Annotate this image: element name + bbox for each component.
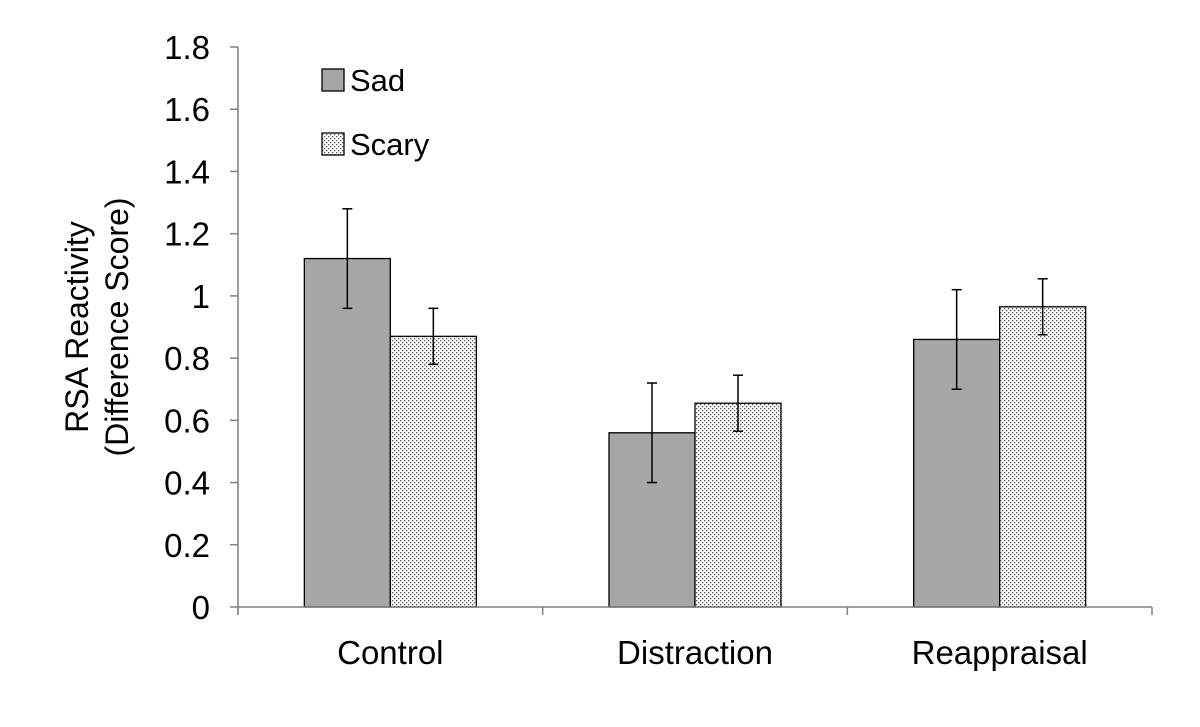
error-bar-scary-distraction [733,374,743,432]
x-label-control: Control [337,634,443,671]
legend-label-sad: Sad [350,63,405,98]
axes [237,47,1153,615]
error-bar-sad-distraction [647,382,657,484]
bar-scary-control [389,335,477,608]
y-axis-title-line: RSA Reactivity [59,221,95,433]
bar-scary-reappraisal [999,306,1087,608]
error-bar-scary-reappraisal [1037,278,1048,336]
y-tick-label: 1.2 [164,216,210,253]
y-tick-label: 1.4 [164,153,210,190]
legend: Sad Scary [321,63,430,162]
y-tick-label: 0.8 [164,340,210,377]
y-axis-ticks: 0 0.2 0.4 0.6 0.8 1 1.2 1.4 1.6 1.8 [164,29,238,626]
legend-swatch-sad [321,68,345,92]
y-tick-label: 0.2 [164,527,210,564]
bar-sad-control [303,257,391,608]
y-tick-label: 0.4 [164,465,210,502]
y-tick-label: 0.6 [164,402,210,439]
error-bar-sad-reappraisal [951,288,962,390]
x-label-distraction: Distraction [617,634,773,671]
legend-label-scary: Scary [350,127,430,162]
bar-scary-distraction [694,402,782,608]
x-label-reappraisal: Reappraisal [912,634,1088,671]
legend-swatch-scary [321,132,345,156]
y-tick-label: 1.8 [164,29,210,66]
y-axis-title: RSA Reactivity (Difference Score) [59,197,135,456]
error-bar-scary-control [428,307,439,366]
y-tick-label: 0 [192,589,210,626]
y-tick-label: 1 [192,278,210,315]
error-bars [342,208,1048,484]
y-axis-title-line: (Difference Score) [99,197,135,456]
y-tick-label: 1.6 [164,91,210,128]
bars [303,257,1087,608]
x-axis-labels: Control Distraction Reappraisal [337,634,1088,671]
error-bar-sad-control [342,208,353,310]
